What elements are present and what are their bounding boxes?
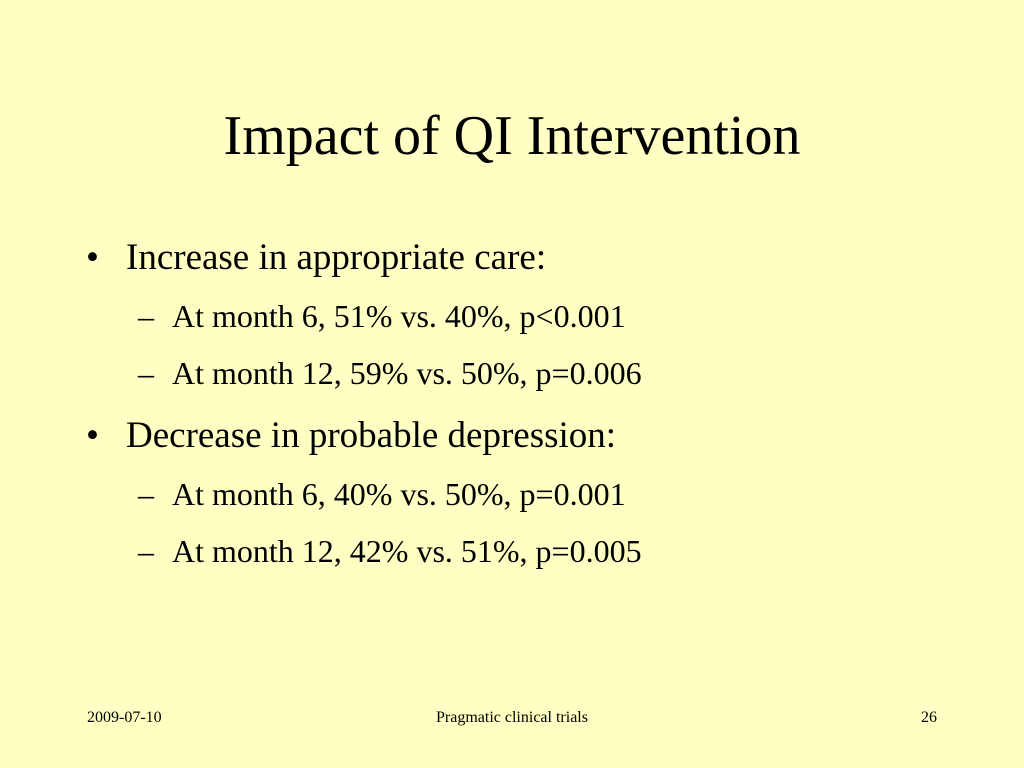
sub-bullet-item: – At month 12, 42% vs. 51%, p=0.005 [86, 523, 986, 580]
sub-bullet-marker: – [138, 533, 154, 569]
sub-bullet-marker: – [138, 355, 154, 391]
sub-bullet-item: – At month 6, 40% vs. 50%, p=0.001 [86, 466, 986, 523]
footer-title: Pragmatic clinical trials [436, 709, 588, 726]
footer-date: 2009-07-10 [87, 709, 162, 726]
page-number: 26 [921, 709, 937, 726]
sub-bullet-item: – At month 12, 59% vs. 50%, p=0.006 [86, 345, 986, 402]
slide-title: Impact of QI Intervention [223, 105, 801, 167]
bullet-item: • Increase in appropriate care: [86, 230, 986, 286]
bullet-marker: • [86, 237, 99, 278]
sub-bullet-list: – At month 6, 51% vs. 40%, p<0.001 – At … [86, 288, 986, 402]
sub-bullet-text: At month 6, 40% vs. 50%, p=0.001 [172, 476, 626, 512]
sub-bullet-marker: – [138, 298, 154, 334]
bullet-marker: • [86, 415, 99, 456]
sub-bullet-text: At month 12, 59% vs. 50%, p=0.006 [172, 355, 642, 391]
bullet-text: Decrease in probable depression: [126, 415, 617, 456]
bullet-text: Increase in appropriate care: [126, 237, 547, 278]
sub-bullet-list: – At month 6, 40% vs. 50%, p=0.001 – At … [86, 466, 986, 580]
bullet-item: • Decrease in probable depression: [86, 408, 986, 464]
sub-bullet-item: – At month 6, 51% vs. 40%, p<0.001 [86, 288, 986, 345]
sub-bullet-text: At month 6, 51% vs. 40%, p<0.001 [172, 298, 626, 334]
sub-bullet-text: At month 12, 42% vs. 51%, p=0.005 [172, 533, 642, 569]
sub-bullet-marker: – [138, 476, 154, 512]
slide-content: • Increase in appropriate care: – At mon… [86, 230, 986, 586]
